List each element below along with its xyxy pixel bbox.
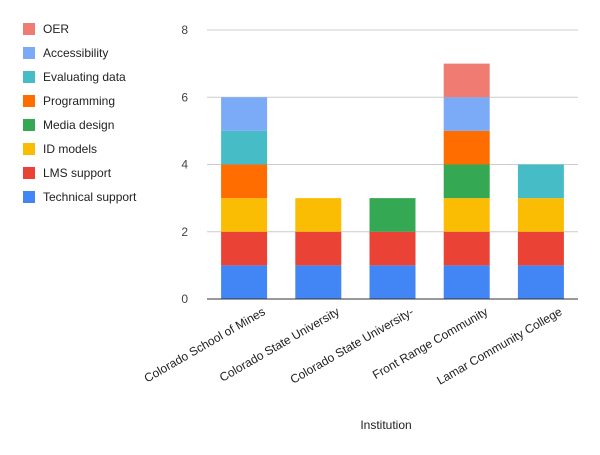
bar-segment (221, 265, 268, 299)
bar-segment (517, 164, 564, 199)
legend-swatch (23, 143, 35, 155)
bar-segment (221, 231, 268, 266)
bar-segment (295, 231, 342, 266)
bar-segment (517, 198, 564, 232)
bar-segment (369, 198, 416, 232)
bar-segment (443, 198, 490, 232)
y-tick-label: 8 (181, 23, 188, 37)
bar-segment (443, 164, 490, 199)
bar-segment (443, 130, 490, 165)
x-tick-label: Lamar Community College (434, 304, 564, 387)
bar-segment (295, 265, 342, 299)
x-axis-title: Institution (360, 418, 411, 432)
bar-segment (221, 130, 268, 165)
legend-swatch (23, 95, 35, 107)
x-tick-label: Colorado State University (217, 304, 342, 384)
bar-segment (221, 164, 268, 199)
y-tick-label: 2 (181, 225, 188, 239)
legend-swatch (23, 119, 35, 131)
bar-segment (369, 265, 416, 299)
y-tick-label: 4 (181, 158, 188, 172)
legend-label: Media design (43, 118, 114, 132)
bar-segment (517, 265, 564, 299)
y-axis-ticks: 0 2 4 6 8 (181, 23, 188, 306)
legend-label: LMS support (43, 166, 112, 180)
bar-segment (443, 265, 490, 299)
y-tick-label: 6 (181, 90, 188, 104)
legend-label: Technical support (43, 190, 137, 204)
bar-segment (517, 231, 564, 266)
legend-label: ID models (43, 142, 97, 156)
bar-segment (221, 97, 268, 131)
legend-label: Evaluating data (43, 70, 126, 84)
bar-segment (443, 63, 490, 98)
legend-label: OER (43, 22, 69, 36)
legend-swatch (23, 23, 35, 35)
legend-swatch (23, 167, 35, 179)
x-tick-label: Colorado State University- (288, 304, 416, 386)
legend-swatch (23, 191, 35, 203)
bar-segment (221, 198, 268, 232)
bar-segment (443, 231, 490, 266)
bars (221, 63, 564, 299)
bar-segment (369, 231, 416, 266)
x-tick-label: Colorado School of Mines (142, 304, 268, 385)
bar-segment (443, 97, 490, 131)
legend-swatch (23, 71, 35, 83)
y-tick-label: 0 (181, 292, 188, 306)
legend-label: Programming (43, 94, 115, 108)
legend-label: Accessibility (43, 46, 108, 60)
bar-segment (295, 198, 342, 232)
chart-legend: OER Accessibility Evaluating data Programmi… (23, 22, 137, 204)
legend-swatch (23, 47, 35, 59)
